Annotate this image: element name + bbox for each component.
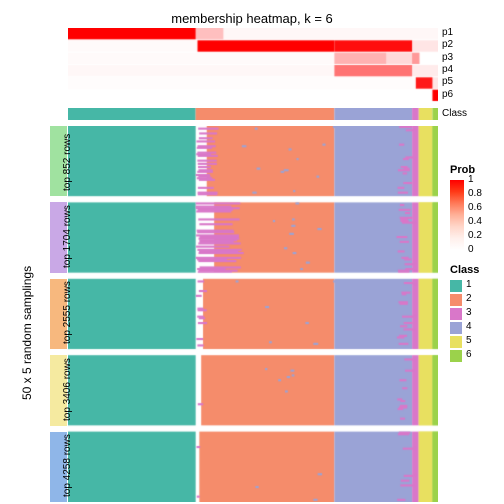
row-strip-label-3: top 3406 rows — [62, 358, 73, 421]
sampling-heatmap-body — [68, 126, 438, 502]
membership-heatmap-top — [68, 28, 438, 102]
class-swatch-4 — [450, 322, 462, 334]
row-strip-label-2: top 2555 rows — [62, 281, 73, 344]
class-label-2: 2 — [466, 293, 472, 304]
prob-tick-0.4: 0.4 — [468, 216, 482, 227]
class-label-6: 6 — [466, 349, 472, 360]
prob-tick-0.6: 0.6 — [468, 202, 482, 213]
p-label-p1: p1 — [442, 27, 453, 38]
class-swatch-3 — [450, 308, 462, 320]
class-label-3: 3 — [466, 307, 472, 318]
row-strip-label-0: top 852 rows — [62, 134, 73, 191]
p-label-p4: p4 — [442, 64, 453, 75]
prob-tick-0: 0 — [468, 244, 474, 255]
class-label-1: 1 — [466, 279, 472, 290]
class-bar — [68, 108, 438, 120]
chart-title: membership heatmap, k = 6 — [0, 11, 504, 26]
row-strip-label-1: top 1704 rows — [62, 205, 73, 268]
class-bar-label: Class — [442, 108, 467, 119]
class-legend-title: Class — [450, 264, 479, 276]
class-label-4: 4 — [466, 321, 472, 332]
row-strip-label-4: top 4258 rows — [62, 434, 73, 497]
p-label-p6: p6 — [442, 89, 453, 100]
class-swatch-6 — [450, 350, 462, 362]
prob-tick-1: 1 — [468, 174, 474, 185]
class-swatch-1 — [450, 280, 462, 292]
p-label-p3: p3 — [442, 52, 453, 63]
p-label-p5: p5 — [442, 76, 453, 87]
prob-tick-0.8: 0.8 — [468, 188, 482, 199]
p-label-p2: p2 — [442, 39, 453, 50]
prob-legend-gradient — [450, 180, 464, 250]
class-label-5: 5 — [466, 335, 472, 346]
ylabel-samplings: 50 x 5 random samplings — [20, 266, 34, 400]
class-swatch-5 — [450, 336, 462, 348]
class-swatch-2 — [450, 294, 462, 306]
prob-tick-0.2: 0.2 — [468, 230, 482, 241]
